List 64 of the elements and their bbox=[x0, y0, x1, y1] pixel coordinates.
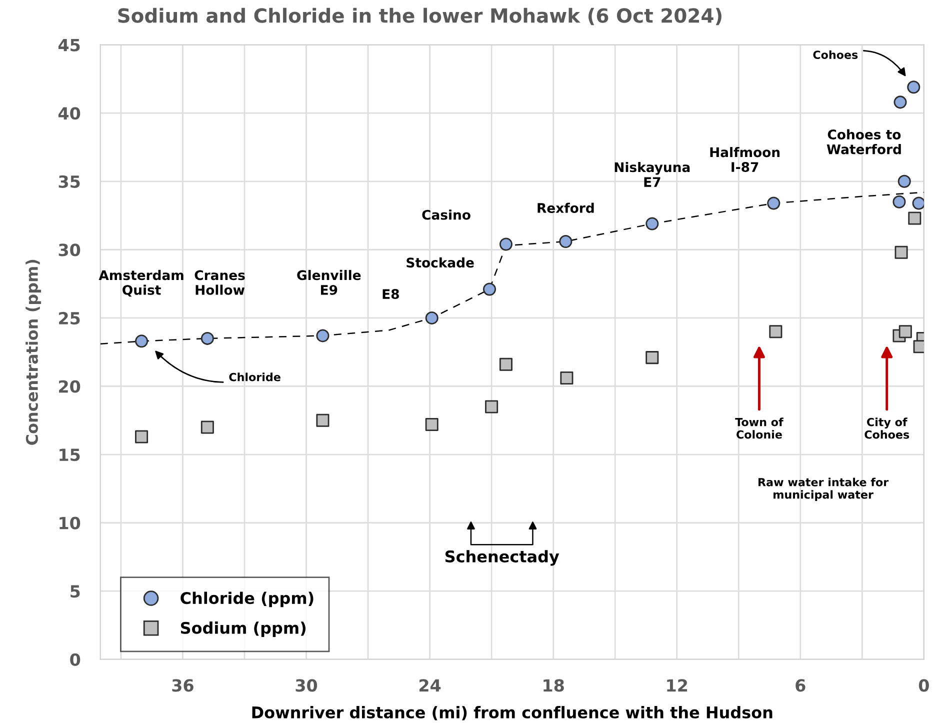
legend-label: Chloride (ppm) bbox=[180, 592, 314, 608]
point bbox=[892, 195, 906, 208]
y-tick-label: 5 bbox=[70, 585, 80, 598]
y-tick-label: 40 bbox=[58, 107, 80, 120]
annotation: E8 bbox=[382, 289, 399, 300]
point bbox=[499, 358, 512, 371]
x-tick-label: 36 bbox=[172, 679, 194, 692]
y-tick-label: 35 bbox=[58, 175, 80, 188]
point bbox=[898, 325, 912, 338]
x-tick-label: 0 bbox=[918, 679, 929, 692]
x-tick-label: 6 bbox=[796, 679, 806, 692]
point bbox=[135, 430, 148, 444]
annotation: Schenectady bbox=[445, 550, 560, 566]
point bbox=[316, 329, 330, 342]
x-tick-label: 12 bbox=[667, 679, 688, 692]
y-tick-label: 10 bbox=[60, 516, 80, 530]
x-axis-title: Downriver distance (mi) from confluence with the Hudson bbox=[252, 706, 772, 720]
point bbox=[894, 96, 907, 109]
point bbox=[769, 325, 782, 338]
annotation: Chloride bbox=[229, 372, 280, 382]
annotation: Niskayuna E7 bbox=[614, 162, 690, 187]
point bbox=[560, 372, 574, 385]
point bbox=[646, 217, 659, 230]
y-tick-label: 30 bbox=[58, 244, 80, 256]
point bbox=[200, 420, 214, 434]
annotation: City of Cohoes bbox=[864, 418, 910, 439]
point bbox=[200, 332, 214, 345]
annotation: Cranes Hollow bbox=[194, 270, 245, 295]
annotation: Rexford bbox=[538, 202, 594, 213]
y-tick-label: 20 bbox=[59, 380, 80, 393]
y-tick-label: 0 bbox=[70, 653, 80, 666]
x-tick-label: 18 bbox=[544, 679, 564, 692]
y-axis-title: Concentration (ppm) bbox=[26, 260, 42, 445]
point bbox=[908, 212, 922, 225]
chart-title: Sodium and Chloride in the lower Mohawk (6 Oct 2024) bbox=[118, 8, 722, 26]
y-tick-label: 25 bbox=[59, 312, 80, 325]
x-tick-label: 24 bbox=[420, 679, 441, 692]
point bbox=[425, 311, 438, 324]
annotation: Raw water intake for municipal water bbox=[758, 478, 889, 501]
point bbox=[482, 282, 496, 296]
point bbox=[425, 418, 438, 431]
point bbox=[135, 334, 148, 348]
annotation: Casino bbox=[422, 210, 470, 220]
annotation: Cohoes bbox=[813, 50, 858, 59]
point bbox=[894, 246, 908, 259]
point bbox=[485, 400, 498, 414]
annotation: Amsterdam Quist bbox=[98, 270, 184, 297]
point bbox=[898, 174, 911, 188]
x-tick-label: 30 bbox=[296, 679, 318, 692]
legend-label: Sodium (ppm) bbox=[180, 622, 306, 638]
point bbox=[499, 238, 512, 251]
point bbox=[767, 196, 780, 210]
point bbox=[912, 196, 924, 210]
point bbox=[907, 80, 920, 94]
point bbox=[559, 234, 572, 248]
annotation: Halfmoon I-87 bbox=[710, 147, 780, 172]
y-tick-label: 45 bbox=[58, 39, 80, 52]
annotation: Town of Colonie bbox=[735, 418, 784, 439]
point bbox=[316, 414, 330, 427]
annotation: Stockade bbox=[406, 257, 474, 268]
point bbox=[646, 351, 659, 364]
y-tick-label: 15 bbox=[60, 448, 80, 462]
annotation: Cohoes to Waterford bbox=[826, 129, 901, 154]
annotation: Glenville E9 bbox=[297, 270, 361, 295]
